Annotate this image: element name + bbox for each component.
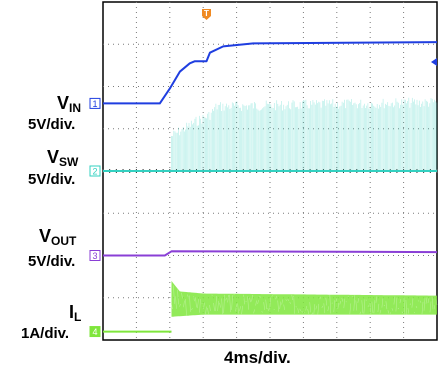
vsw-switching-band: [171, 97, 438, 171]
trace-ch3: [103, 250, 438, 257]
timebase-label: 4ms/div.: [224, 348, 291, 367]
channel-marker-label: 2: [92, 167, 97, 177]
channel-marker-box: [89, 165, 101, 177]
il-scale: 1A/div.: [21, 325, 70, 342]
vsw-scale: 5V/div.: [28, 171, 76, 188]
channel-marker-label: 4: [92, 327, 97, 337]
il-ripple-texture: [171, 285, 438, 316]
channel-marker-label: 3: [92, 251, 97, 261]
channel-marker-box: [89, 97, 101, 109]
trigger-marker-label: T: [204, 9, 209, 18]
channel-marker-box: [89, 326, 101, 338]
traces: [103, 41, 438, 333]
vin-scale: 5V/div.: [28, 116, 76, 133]
vout-scale: 5V/div.: [28, 253, 76, 270]
vout-label: VOUT: [39, 226, 77, 248]
trace-ch1: [103, 41, 438, 105]
channel-marker-label: 1: [92, 99, 97, 109]
trigger-marker: T: [202, 9, 211, 20]
il-ripple-band: [171, 280, 437, 317]
channel-marker-box: [89, 250, 101, 261]
vsw-label: VSW: [47, 147, 79, 169]
channel-markers: 1 2 3 4: [89, 97, 101, 338]
trigger-level-marker: [431, 58, 437, 66]
il-label: IL: [69, 302, 82, 324]
vin-label: VIN: [57, 93, 82, 115]
